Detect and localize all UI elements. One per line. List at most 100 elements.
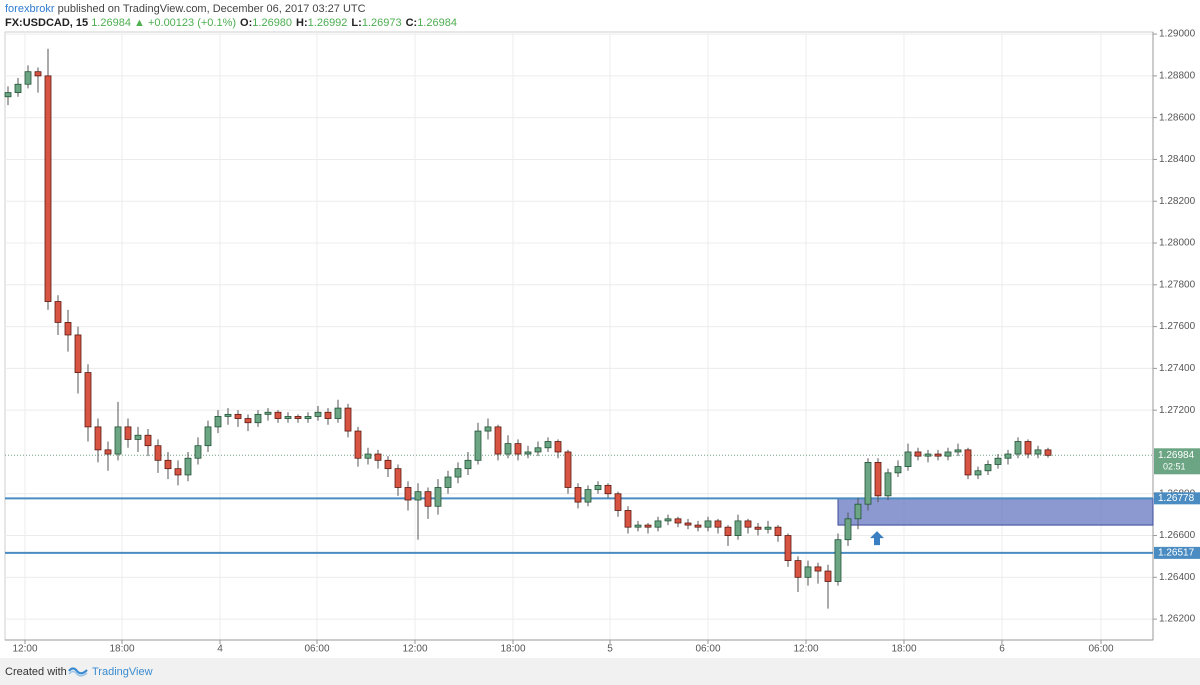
- candle-body: [464, 459, 472, 470]
- candle-body: [544, 441, 552, 449]
- candle-body: [344, 407, 352, 432]
- candle-body: [324, 411, 332, 419]
- last-price: 1.26984: [91, 17, 131, 29]
- price-label: 1.26778: [1158, 493, 1195, 504]
- candle-body: [944, 451, 952, 457]
- candle-body: [44, 75, 52, 302]
- candle-body: [874, 462, 882, 497]
- author-link[interactable]: forexbrokr: [5, 3, 55, 15]
- candle-body: [24, 71, 32, 85]
- logo: [68, 667, 88, 677]
- y-tick-label: 1.28800: [1159, 71, 1196, 82]
- publish-info: published on TradingView.com, December 0…: [57, 3, 366, 15]
- candle-body: [594, 484, 602, 490]
- candle-body: [54, 301, 62, 323]
- candle-body: [684, 522, 692, 526]
- candle-body: [644, 524, 652, 528]
- y-tick-label: 1.28600: [1159, 112, 1196, 123]
- last-price-label: 1.26984: [1158, 450, 1195, 461]
- candle-body: [504, 443, 512, 455]
- candle-body: [244, 418, 252, 424]
- last-price-bg: [1154, 448, 1200, 475]
- candle-body: [534, 447, 542, 453]
- x-tick-label: 18:00: [891, 644, 916, 655]
- candle-body: [214, 416, 222, 428]
- quote-key: H:: [296, 17, 308, 29]
- candle-body: [754, 526, 762, 530]
- candle-body: [84, 372, 92, 428]
- candle-body: [154, 445, 162, 461]
- candle-body: [394, 468, 402, 488]
- countdown: 02:51: [1163, 462, 1186, 472]
- candle-body: [984, 464, 992, 472]
- y-tick-label: 1.26600: [1159, 530, 1196, 541]
- y-tick-label: 1.28400: [1159, 154, 1196, 165]
- y-tick-label: 1.29000: [1159, 29, 1196, 40]
- candle-body: [924, 453, 932, 457]
- candle-body: [674, 518, 682, 524]
- candle-body: [164, 459, 172, 470]
- candle-body: [144, 434, 152, 447]
- x-tick-label: 18:00: [109, 644, 134, 655]
- y-tick-label: 1.26200: [1159, 614, 1196, 625]
- candle-body: [584, 489, 592, 503]
- price-label: 1.26517: [1158, 548, 1195, 559]
- candle-body: [494, 426, 502, 455]
- candle-body: [774, 526, 782, 536]
- x-tick-label: 12:00: [402, 644, 427, 655]
- candle-body: [404, 487, 412, 501]
- candle-body: [994, 457, 1002, 465]
- symbol: FX:USDCAD, 15: [5, 17, 89, 29]
- candle-body: [724, 526, 732, 536]
- candle-body: [894, 466, 902, 474]
- candle-body: [914, 451, 922, 457]
- candle-body: [104, 449, 112, 455]
- candle-body: [284, 416, 292, 419]
- candle-body: [964, 449, 972, 476]
- candle-body: [514, 443, 522, 455]
- candle-body: [694, 524, 702, 528]
- quote: O:1.26980 H:1.26992 L:1.26973 C:1.26984: [236, 17, 457, 29]
- candle-body: [784, 535, 792, 562]
- candle-body: [764, 526, 772, 530]
- candle-body: [794, 560, 802, 578]
- candle-body: [824, 570, 832, 582]
- candle-body: [424, 491, 432, 507]
- x-tick-label: 4: [217, 644, 223, 655]
- candle-body: [134, 434, 142, 440]
- candle-body: [234, 413, 242, 419]
- candle-body: [864, 462, 872, 505]
- candle-body: [1034, 449, 1042, 455]
- candle-body: [844, 518, 852, 541]
- candle-body: [554, 441, 562, 453]
- candle-body: [364, 453, 372, 459]
- candle-body: [434, 487, 442, 507]
- x-tick-label: 6: [999, 644, 1005, 655]
- candle-body: [884, 472, 892, 497]
- candle-body: [444, 476, 452, 488]
- candle-body: [814, 566, 822, 572]
- candle-body: [524, 451, 532, 455]
- candle-body: [624, 510, 632, 528]
- y-tick-label: 1.27600: [1159, 321, 1196, 332]
- candle-body: [354, 430, 362, 459]
- candle-body: [4, 92, 12, 98]
- candle-body: [974, 470, 982, 476]
- brand-link[interactable]: TradingView: [92, 666, 153, 678]
- change-arrow: ▲: [134, 17, 145, 29]
- created-with: Created with: [5, 666, 67, 678]
- candle-body: [64, 322, 72, 336]
- publish-line: forexbrokr published on TradingView.com,…: [5, 3, 366, 15]
- price-label-bg: [1154, 492, 1200, 505]
- candle-body: [454, 468, 462, 478]
- y-tick-label: 1.28200: [1159, 196, 1196, 207]
- quote-key: L:: [351, 17, 362, 29]
- candle-body: [664, 518, 672, 522]
- quote-key: C:: [405, 17, 418, 29]
- x-tick-label: 12:00: [12, 644, 37, 655]
- candle-body: [204, 426, 212, 447]
- candle-body: [564, 451, 572, 488]
- quote-key: O:: [240, 17, 253, 29]
- y-tick-label: 1.27400: [1159, 363, 1196, 374]
